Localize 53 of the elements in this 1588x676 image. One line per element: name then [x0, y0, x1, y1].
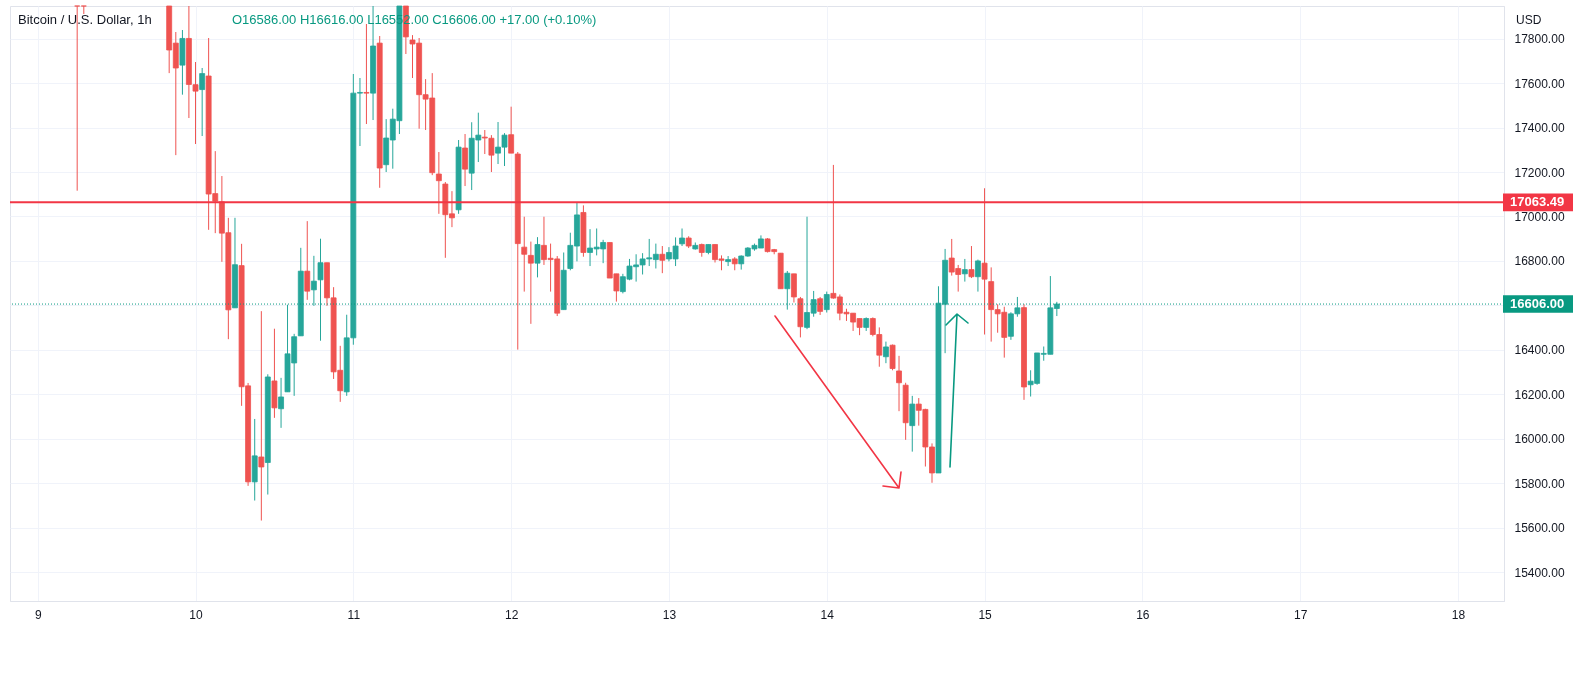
candlestick: [883, 341, 889, 364]
candlestick: [679, 227, 685, 247]
chart-title: Bitcoin / U.S. Dollar, 1h: [18, 12, 152, 27]
x-tick-label: 14: [820, 607, 835, 622]
candlestick: [521, 216, 528, 293]
candlestick: [435, 151, 442, 215]
candlestick: [896, 355, 902, 412]
y-tick-label: 17600.00: [1514, 76, 1565, 91]
x-tick-label: 15: [978, 607, 993, 622]
candlestick: [534, 236, 541, 278]
y-tick-label: 17000.00: [1514, 209, 1565, 224]
candlestick: [909, 395, 916, 453]
candlestick: [791, 273, 797, 303]
candlestick: [310, 255, 317, 307]
x-tick-label: 18: [1451, 607, 1466, 622]
ref-line-label: 16606.00: [1510, 296, 1565, 312]
y-tick-label: 17200.00: [1514, 165, 1565, 180]
y-tick-label: 15600.00: [1514, 521, 1565, 536]
candlestick: [889, 344, 896, 371]
y-tick-label: 16400.00: [1514, 343, 1565, 358]
y-tick-label: 16000.00: [1514, 432, 1565, 447]
candlestick: [363, 23, 370, 125]
candlestick: [659, 245, 666, 274]
y-tick-label: 16800.00: [1514, 254, 1565, 269]
y-tick-label: 17400.00: [1514, 121, 1565, 136]
candlestick: [961, 258, 968, 283]
candlestick: [258, 310, 265, 522]
candlestick: [725, 255, 732, 267]
candlestick: [981, 187, 988, 336]
y-tick-label: 15400.00: [1514, 565, 1565, 580]
candlestick: [462, 133, 468, 187]
candlestick: [975, 259, 981, 293]
candlestick: [199, 67, 206, 137]
x-tick-label: 10: [189, 607, 204, 622]
candlestick: [784, 270, 791, 311]
candlestick: [278, 377, 284, 429]
candlestick: [817, 296, 824, 316]
y-tick-label: 15800.00: [1514, 476, 1565, 491]
x-tick-label: 12: [504, 607, 519, 622]
candlestick: [527, 241, 534, 325]
x-tick-label: 11: [347, 607, 361, 622]
y-axis-title: USD: [1516, 13, 1542, 27]
candlestick: [968, 245, 975, 279]
candlestick: [304, 220, 311, 301]
candlestick: [317, 238, 324, 342]
x-tick-label: 9: [34, 607, 42, 622]
y-tick-label: 16200.00: [1514, 387, 1565, 402]
x-tick-label: 13: [662, 607, 677, 622]
candlestick: [823, 291, 830, 313]
y-tick-label: 17800.00: [1514, 32, 1565, 47]
x-tick-label: 16: [1136, 607, 1150, 622]
ref-line-label: 17063.49: [1510, 194, 1565, 210]
x-tick-label: 17: [1293, 607, 1308, 622]
